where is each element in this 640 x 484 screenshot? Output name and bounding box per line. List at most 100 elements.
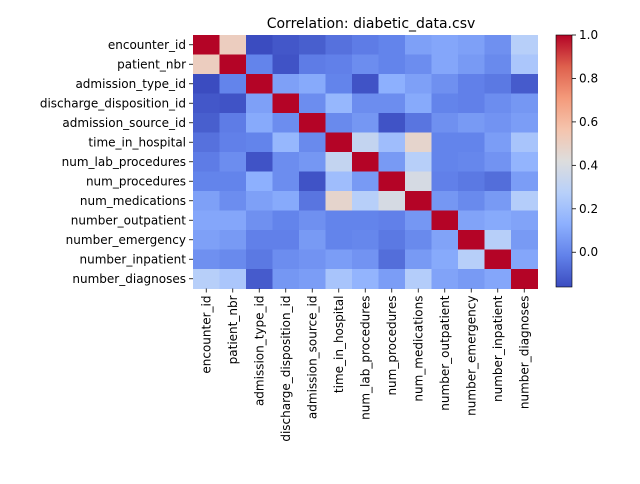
heatmap-cell-9-1 [219,210,247,231]
heatmap-cell-1-0 [193,54,220,75]
heatmap-cell-4-0 [193,113,220,133]
y-tick-label: num_procedures [86,174,186,188]
y-tick-label: patient_nbr [117,57,186,71]
colorbar-tick-label: 0.6 [579,115,598,129]
heatmap-cell-9-12 [511,210,538,231]
heatmap-cell-3-11 [484,93,512,114]
heatmap-cell-3-5 [325,93,353,114]
heatmap-cell-12-2 [246,269,273,289]
heatmap-cell-9-4 [299,210,326,231]
heatmap-cell-8-2 [246,191,273,211]
heatmap-cell-8-10 [458,191,485,211]
heatmap-cell-3-1 [219,93,247,114]
heatmap-cell-4-1 [219,113,247,133]
heatmap-cell-4-7 [378,113,406,133]
heatmap-cell-3-0 [193,93,220,114]
heatmap-cell-1-1 [219,54,247,75]
heatmap-cell-8-0 [193,191,220,211]
heatmap-cell-12-1 [219,269,247,289]
heatmap-cell-5-4 [299,132,326,153]
heatmap-cell-9-0 [193,210,220,231]
heatmap-cell-2-3 [272,74,300,94]
heatmap-cell-4-12 [511,113,538,133]
heatmap-cell-12-12 [511,269,538,289]
heatmap-cell-12-8 [405,269,432,289]
heatmap-cell-12-6 [352,269,379,289]
heatmap-cell-6-8 [405,152,432,172]
heatmap-cell-7-1 [219,171,247,192]
heatmap-cell-5-12 [511,132,538,153]
heatmap-cell-8-4 [299,191,326,211]
heatmap-cell-11-8 [405,249,432,270]
heatmap-cell-0-10 [458,35,485,55]
heatmap-cell-8-11 [484,191,512,211]
heatmap-cell-8-5 [325,191,353,211]
heatmap-cell-9-9 [431,210,459,231]
heatmap-cell-9-2 [246,210,273,231]
y-tick-label: num_lab_procedures [62,155,186,169]
x-tick-label: num_procedures [385,296,399,396]
heatmap-cell-4-4 [299,113,326,133]
heatmap-cell-11-3 [272,249,300,270]
heatmap-cell-7-11 [484,171,512,192]
heatmap-cell-8-3 [272,191,300,211]
heatmap-cell-9-3 [272,210,300,231]
x-tick-label: num_lab_procedures [358,296,372,420]
colorbar-tick-label: 0.4 [579,158,598,172]
heatmap-cell-2-10 [458,74,485,94]
heatmap-cell-2-0 [193,74,220,94]
heatmap-cell-6-1 [219,152,247,172]
heatmap-cell-9-5 [325,210,353,231]
heatmap-cell-12-5 [325,269,353,289]
heatmap-cell-12-4 [299,269,326,289]
y-tick-label: admission_type_id [75,77,186,91]
heatmap-cell-7-8 [405,171,432,192]
heatmap-cell-12-0 [193,269,220,289]
x-tick-label: patient_nbr [226,295,240,364]
x-tick-label: admission_type_id [252,296,266,407]
heatmap-cell-8-1 [219,191,247,211]
heatmap-cell-0-3 [272,35,300,55]
heatmap-cell-11-9 [431,249,459,270]
heatmap-cell-4-5 [325,113,353,133]
y-tick-label: encounter_id [108,38,186,52]
y-tick-label: number_diagnoses [72,272,186,286]
heatmap-cell-2-2 [246,74,273,94]
heatmap-cell-6-6 [352,152,379,172]
heatmap-cell-0-1 [219,35,247,55]
heatmap-cell-8-6 [352,191,379,211]
heatmap-cell-7-6 [352,171,379,192]
heatmap-cell-9-6 [352,210,379,231]
heatmap-cell-3-2 [246,93,273,114]
heatmap-cell-7-10 [458,171,485,192]
heatmap-cell-11-0 [193,249,220,270]
heatmap-cell-1-3 [272,54,300,75]
x-tick-label: discharge_disposition_id [279,296,293,442]
heatmap-cell-0-2 [246,35,273,55]
heatmap-cell-7-7 [378,171,406,192]
heatmap-cell-6-7 [378,152,406,172]
heatmap-cell-7-5 [325,171,353,192]
heatmap-cell-4-2 [246,113,273,133]
x-tick-label: number_emergency [464,296,478,416]
y-tick-label: number_outpatient [71,213,186,227]
heatmap-cell-3-4 [299,93,326,114]
heatmap-cell-10-2 [246,230,273,250]
heatmap-cell-6-0 [193,152,220,172]
heatmap-cell-7-4 [299,171,326,192]
heatmap-cell-5-11 [484,132,512,153]
heatmap-cell-5-2 [246,132,273,153]
colorbar-tick-label: 0.0 [579,245,598,259]
heatmap-cell-4-8 [405,113,432,133]
heatmap-cell-12-11 [484,269,512,289]
heatmap-cell-4-6 [352,113,379,133]
heatmap-cell-4-11 [484,113,512,133]
heatmap-cell-0-8 [405,35,432,55]
heatmap-cell-2-6 [352,74,379,94]
heatmap-cell-5-9 [431,132,459,153]
heatmap-cell-11-7 [378,249,406,270]
x-axis: encounter_id patient_nbr admission_type_id… [199,288,531,442]
x-tick-label: number_outpatient [438,295,452,410]
heatmap-cell-8-7 [378,191,406,211]
heatmap-cell-4-9 [431,113,459,133]
